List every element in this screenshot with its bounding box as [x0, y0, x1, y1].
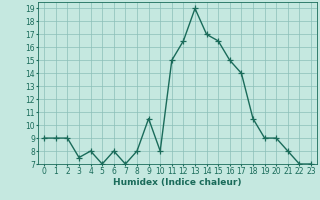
X-axis label: Humidex (Indice chaleur): Humidex (Indice chaleur)	[113, 178, 242, 187]
